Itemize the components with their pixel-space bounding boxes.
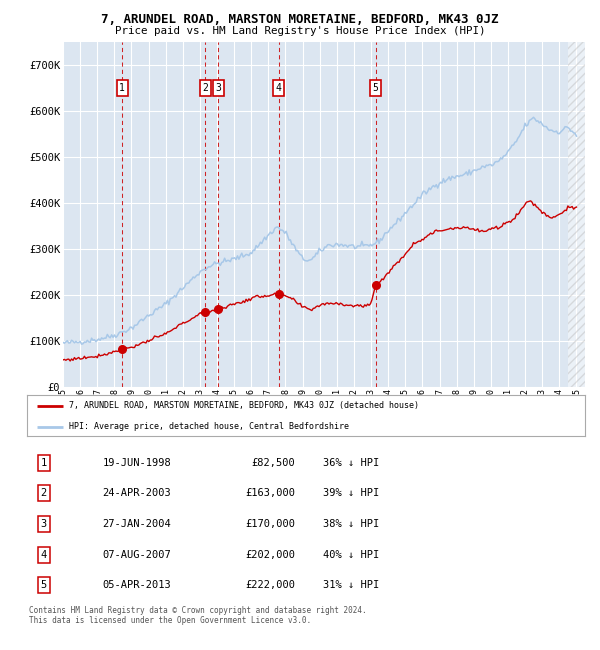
Text: 1: 1 xyxy=(41,458,47,468)
Text: 36% ↓ HPI: 36% ↓ HPI xyxy=(323,458,379,468)
Text: £222,000: £222,000 xyxy=(245,580,295,590)
Text: 3: 3 xyxy=(41,519,47,529)
Text: £170,000: £170,000 xyxy=(245,519,295,529)
Text: £163,000: £163,000 xyxy=(245,488,295,499)
Text: HPI: Average price, detached house, Central Bedfordshire: HPI: Average price, detached house, Cent… xyxy=(69,422,349,431)
Text: 05-APR-2013: 05-APR-2013 xyxy=(103,580,171,590)
Text: Contains HM Land Registry data © Crown copyright and database right 2024.
This d: Contains HM Land Registry data © Crown c… xyxy=(29,606,367,625)
Text: 4: 4 xyxy=(41,550,47,560)
Text: 2: 2 xyxy=(202,83,208,93)
Text: 2: 2 xyxy=(41,488,47,499)
Text: 40% ↓ HPI: 40% ↓ HPI xyxy=(323,550,379,560)
Text: 31% ↓ HPI: 31% ↓ HPI xyxy=(323,580,379,590)
Text: £202,000: £202,000 xyxy=(245,550,295,560)
Text: 19-JUN-1998: 19-JUN-1998 xyxy=(103,458,171,468)
Text: 3: 3 xyxy=(215,83,221,93)
Text: 7, ARUNDEL ROAD, MARSTON MORETAINE, BEDFORD, MK43 0JZ (detached house): 7, ARUNDEL ROAD, MARSTON MORETAINE, BEDF… xyxy=(69,401,419,410)
Bar xyxy=(568,42,593,387)
Text: 4: 4 xyxy=(276,83,281,93)
Text: 38% ↓ HPI: 38% ↓ HPI xyxy=(323,519,379,529)
Text: 1: 1 xyxy=(119,83,125,93)
Text: £82,500: £82,500 xyxy=(251,458,295,468)
Text: 24-APR-2003: 24-APR-2003 xyxy=(103,488,171,499)
Text: 5: 5 xyxy=(41,580,47,590)
Text: 39% ↓ HPI: 39% ↓ HPI xyxy=(323,488,379,499)
Text: 7, ARUNDEL ROAD, MARSTON MORETAINE, BEDFORD, MK43 0JZ: 7, ARUNDEL ROAD, MARSTON MORETAINE, BEDF… xyxy=(101,13,499,26)
Text: Price paid vs. HM Land Registry's House Price Index (HPI): Price paid vs. HM Land Registry's House … xyxy=(115,26,485,36)
Text: 07-AUG-2007: 07-AUG-2007 xyxy=(103,550,171,560)
Text: 5: 5 xyxy=(373,83,379,93)
Text: 27-JAN-2004: 27-JAN-2004 xyxy=(103,519,171,529)
